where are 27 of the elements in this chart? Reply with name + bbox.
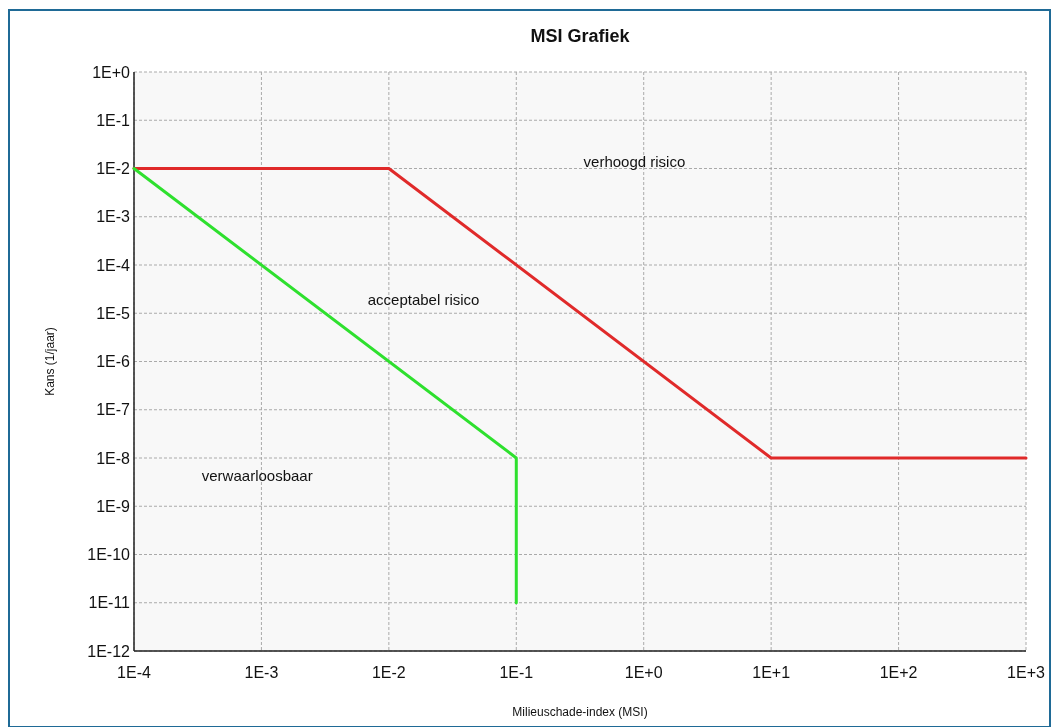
x-axis-title: Milieuschade-index (MSI)	[512, 705, 648, 719]
y-tick-label: 1E-2	[96, 160, 131, 178]
y-tick-label: 1E-1	[96, 111, 131, 129]
y-tick-label: 1E-7	[96, 401, 131, 419]
y-tick-label: 1E-6	[96, 353, 131, 371]
annotation: acceptabel risico	[367, 291, 480, 309]
y-tick-label: 1E-12	[87, 642, 131, 660]
y-tick-label: 1E-9	[96, 497, 131, 515]
y-tick-label: 1E+0	[92, 63, 131, 81]
y-tick-label: 1E-8	[96, 449, 131, 467]
x-tick-label: 1E-4	[117, 664, 151, 681]
y-axis-title: Kans (1/jaar)	[43, 327, 57, 396]
x-tick-label: 1E+1	[752, 664, 791, 681]
x-tick-label: 1E-1	[499, 664, 534, 681]
x-tick-label: 1E+0	[624, 664, 663, 681]
y-tick-label: 1E-3	[96, 208, 131, 226]
y-tick-label: 1E-11	[88, 594, 131, 612]
y-tick-label: 1E-4	[96, 256, 131, 274]
x-tick-label: 1E+2	[879, 664, 918, 681]
x-tick-label: 1E-2	[371, 664, 406, 681]
y-tick-label: 1E-10	[87, 546, 131, 564]
annotation: verhoogd risico	[583, 152, 686, 170]
annotation: verwaarloosbaar	[201, 467, 313, 485]
x-tick-label: 1E-3	[244, 664, 279, 681]
chart-title: MSI Grafiek	[530, 26, 631, 46]
x-tick-label: 1E+3	[1007, 664, 1046, 681]
y-tick-label: 1E-5	[96, 304, 131, 322]
